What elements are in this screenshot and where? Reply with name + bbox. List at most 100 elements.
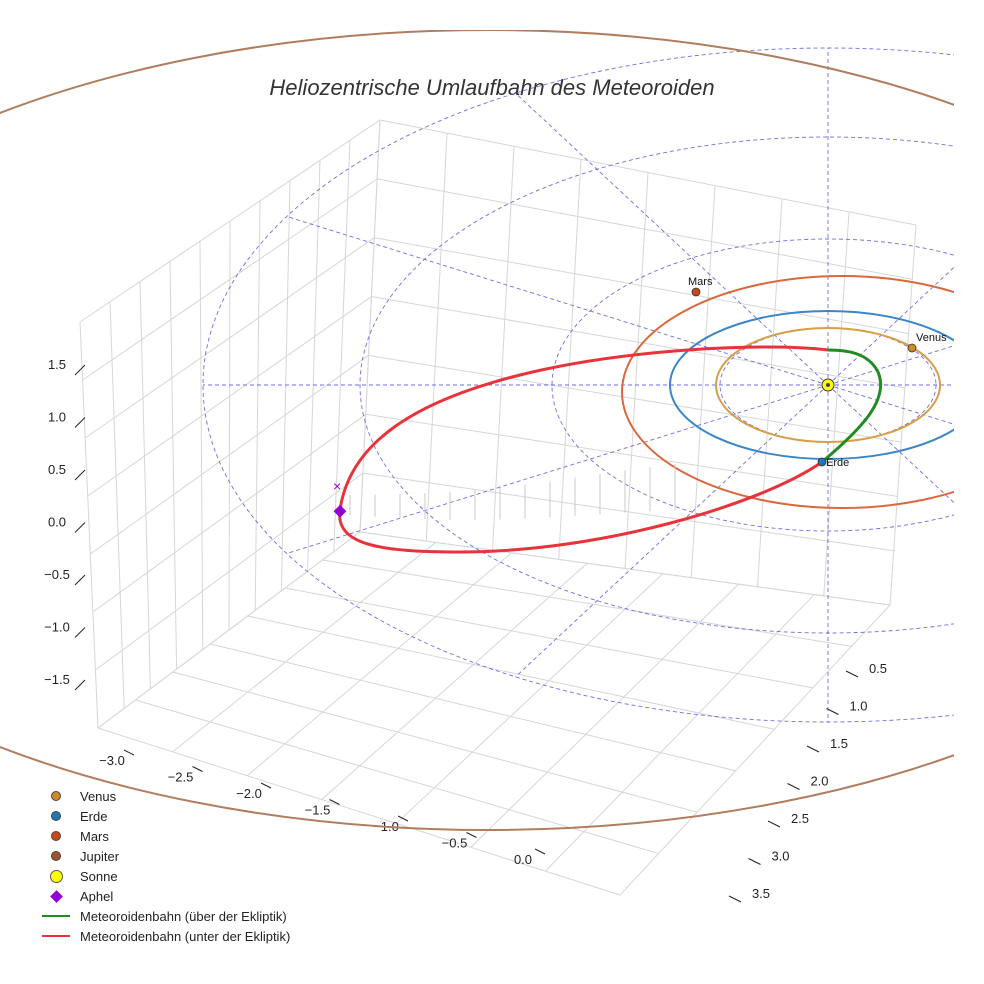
legend-item: Mars — [40, 826, 290, 846]
orbit-scene: × — [0, 30, 954, 831]
grid-line — [322, 559, 852, 647]
grid-line — [492, 146, 515, 551]
ecliptic-spoke — [827, 384, 954, 504]
ecliptic-spoke — [515, 92, 829, 386]
legend-symbol — [40, 889, 72, 903]
grid-line — [254, 200, 261, 611]
grid-line — [362, 472, 894, 552]
sun-center — [826, 383, 830, 387]
grid-line — [228, 220, 231, 631]
legend-symbol — [40, 811, 72, 821]
grid-line — [97, 727, 621, 896]
y-axis-tick-label: 2.0 — [810, 774, 828, 789]
grid-line — [395, 573, 664, 824]
z-axis-tick — [74, 679, 86, 691]
ecliptic-spoke — [827, 384, 954, 425]
grid-line — [82, 178, 378, 381]
legend-symbol — [40, 915, 72, 917]
grid-line — [321, 562, 588, 800]
grid-line — [368, 354, 902, 443]
grid-line — [359, 531, 891, 606]
y-axis-tick-label: 3.0 — [771, 849, 789, 864]
y-axis-tick — [845, 670, 859, 678]
grid-line — [889, 224, 917, 606]
z-axis-tick-label: 0.0 — [48, 515, 66, 530]
x-axis-tick-label: 0.0 — [514, 852, 532, 867]
legend-item: Sonne — [40, 866, 290, 886]
orbit-jupiter — [0, 30, 954, 831]
grid-line — [545, 594, 815, 872]
grid-line — [359, 119, 381, 533]
grid-line — [246, 552, 512, 777]
planet-label-venus: Venus — [916, 332, 947, 344]
z-axis-tick — [74, 627, 86, 638]
legend-label: Aphel — [80, 888, 114, 904]
grid-line — [89, 355, 369, 555]
grid-line — [247, 615, 775, 730]
orbit-venus — [715, 327, 941, 443]
grid-line — [285, 587, 813, 689]
legend-item: Meteoroidenbahn (unter der Ekliptik) — [40, 926, 290, 946]
grid-line — [95, 472, 364, 671]
meteoroid-orbit-above — [821, 348, 883, 464]
x-axis-tick — [534, 848, 546, 855]
legend-label: Mars — [80, 828, 109, 844]
legend-item: Erde — [40, 806, 290, 826]
grid-line — [210, 643, 736, 772]
z-axis-tick — [74, 469, 86, 481]
grid-line — [425, 133, 448, 542]
planet-venus — [907, 343, 917, 353]
z-axis-tick-label: 1.5 — [48, 357, 66, 372]
y-axis-tick — [826, 708, 839, 715]
grid-line — [470, 583, 739, 848]
y-axis-tick — [767, 820, 781, 828]
legend-symbol — [40, 831, 72, 841]
grid-line — [199, 241, 204, 650]
y-axis-tick-label: 3.5 — [752, 886, 770, 901]
y-axis-tick — [728, 895, 742, 903]
x-axis-tick-label: −2.0 — [236, 786, 262, 801]
z-axis-tick-label: 0.5 — [48, 462, 66, 477]
grid-line — [558, 159, 582, 560]
planet-mars — [691, 287, 701, 297]
legend-item: Aphel — [40, 886, 290, 906]
orbit-mars — [621, 275, 954, 509]
planet-erde — [817, 457, 827, 467]
grid-line — [371, 296, 905, 389]
ecliptic-spoke — [286, 384, 829, 554]
grid-line — [377, 178, 913, 280]
grid-line — [379, 119, 917, 226]
x-axis-tick — [123, 749, 135, 756]
aphel-marker — [333, 504, 347, 518]
grid-line — [169, 261, 178, 670]
grid-line — [624, 172, 649, 569]
y-axis-tick-label: 0.5 — [869, 661, 887, 676]
planet-labels: Venus Erde Mars — [688, 276, 947, 469]
legend-label: Meteoroidenbahn (unter der Ekliptik) — [80, 928, 291, 944]
y-axis-tick-label: 2.5 — [791, 811, 809, 826]
x-axis-tick — [466, 832, 477, 838]
grid-line — [139, 281, 151, 689]
x-axis-tick — [260, 782, 272, 789]
x-axis-tick — [329, 799, 340, 805]
ecliptic-spoke — [827, 266, 954, 386]
legend-label: Meteoroidenbahn (über der Ekliptik) — [80, 908, 287, 924]
z-axis-tick-label: −1.5 — [44, 672, 70, 687]
legend-symbol — [40, 851, 72, 861]
planet-label-erde: Erde — [826, 457, 849, 469]
y-axis-tick — [748, 858, 761, 865]
meteoroid-orbit-below — [338, 345, 829, 554]
z-axis-tick — [74, 417, 86, 428]
aphel-cross: × — [333, 478, 341, 494]
legend-item: Meteoroidenbahn (über der Ekliptik) — [40, 906, 290, 926]
x-axis-tick-label: −1.5 — [305, 803, 331, 818]
grid-line — [92, 413, 367, 613]
grid-line — [79, 321, 99, 729]
x-axis-tick-label: −0.5 — [442, 836, 468, 851]
x-axis-tick-label: −3.0 — [99, 753, 125, 768]
y-axis-tick-label: 1.0 — [849, 699, 867, 714]
x-axis-tick — [192, 766, 203, 772]
grid-line — [374, 237, 909, 335]
legend-symbol — [40, 869, 72, 883]
y-axis-tick — [806, 745, 820, 753]
